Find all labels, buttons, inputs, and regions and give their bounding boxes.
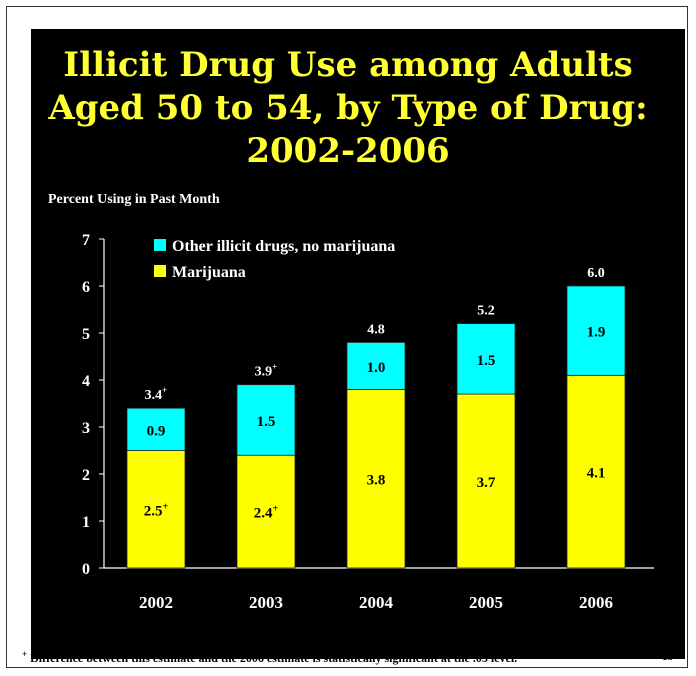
other-drugs-bar-value-label: 1.9 [587,325,606,341]
x-tick-label: 2004 [359,593,394,612]
other-drugs-bar [236,384,296,456]
other-drugs-bar-value-label: 0.9 [147,423,166,439]
marijuana-bar-value-label: 2.4+ [254,504,279,522]
chart-title-line-2: Aged 50 to 54, by Type of Drug: [48,88,648,128]
other-drugs-bar [346,341,406,390]
y-tick-label: 1 [82,514,90,531]
legend-swatch [154,265,166,277]
bar-total-label: 3.4+ [145,385,168,403]
footnote: + Difference between this estimate and t… [22,649,642,666]
other-drugs-bar [456,323,516,395]
y-tick-label: 5 [82,326,90,343]
marijuana-bar [236,454,296,569]
marijuana-bar [126,450,186,569]
y-tick-label: 7 [82,232,90,249]
x-tick-label: 2003 [249,593,283,612]
footnote-marker: + [22,649,28,659]
chart-title-line-3: 2002-2006 [246,131,450,171]
other-drugs-bar [126,407,186,451]
other-drugs-bar [566,285,626,376]
footnote-text: Difference between this estimate and the… [27,651,518,665]
y-tick-label: 0 [82,561,90,578]
other-drugs-bar-value-label: 1.0 [367,360,386,376]
legend-swatch [154,239,166,251]
marijuana-bar [566,374,626,569]
other-drugs-bar-value-label: 1.5 [257,414,276,430]
marijuana-bar [456,393,516,569]
bar-total-label: 5.2 [477,304,495,319]
x-tick-label: 2006 [579,593,613,612]
other-drugs-bar-value-label: 1.5 [477,353,496,369]
marijuana-bar-value-label: 3.8 [367,473,386,489]
marijuana-bar-value-label: 3.7 [477,475,496,491]
x-tick-label: 2002 [139,593,173,612]
bar-total-label: 3.9+ [255,362,278,380]
legend-label: Other illicit drugs, no marijuana [172,238,395,255]
marijuana-bar-value-label: 4.1 [587,466,606,482]
chart-title-line-1: Illicit Drug Use among Adults [63,45,633,85]
y-tick-label: 6 [82,279,90,296]
marijuana-bar [346,388,406,569]
bar-total-label: 6.0 [587,266,605,281]
y-tick-label: 3 [82,420,90,437]
y-tick-label: 2 [82,467,90,484]
y-axis-label: Percent Using in Past Month [48,192,220,207]
x-tick-label: 2005 [469,593,503,612]
page-number: 13 [662,651,673,663]
marijuana-bar-value-label: 2.5+ [144,501,169,519]
legend-label: Marijuana [172,264,246,281]
bar-total-label: 4.8 [367,322,385,337]
y-tick-label: 4 [82,373,90,390]
